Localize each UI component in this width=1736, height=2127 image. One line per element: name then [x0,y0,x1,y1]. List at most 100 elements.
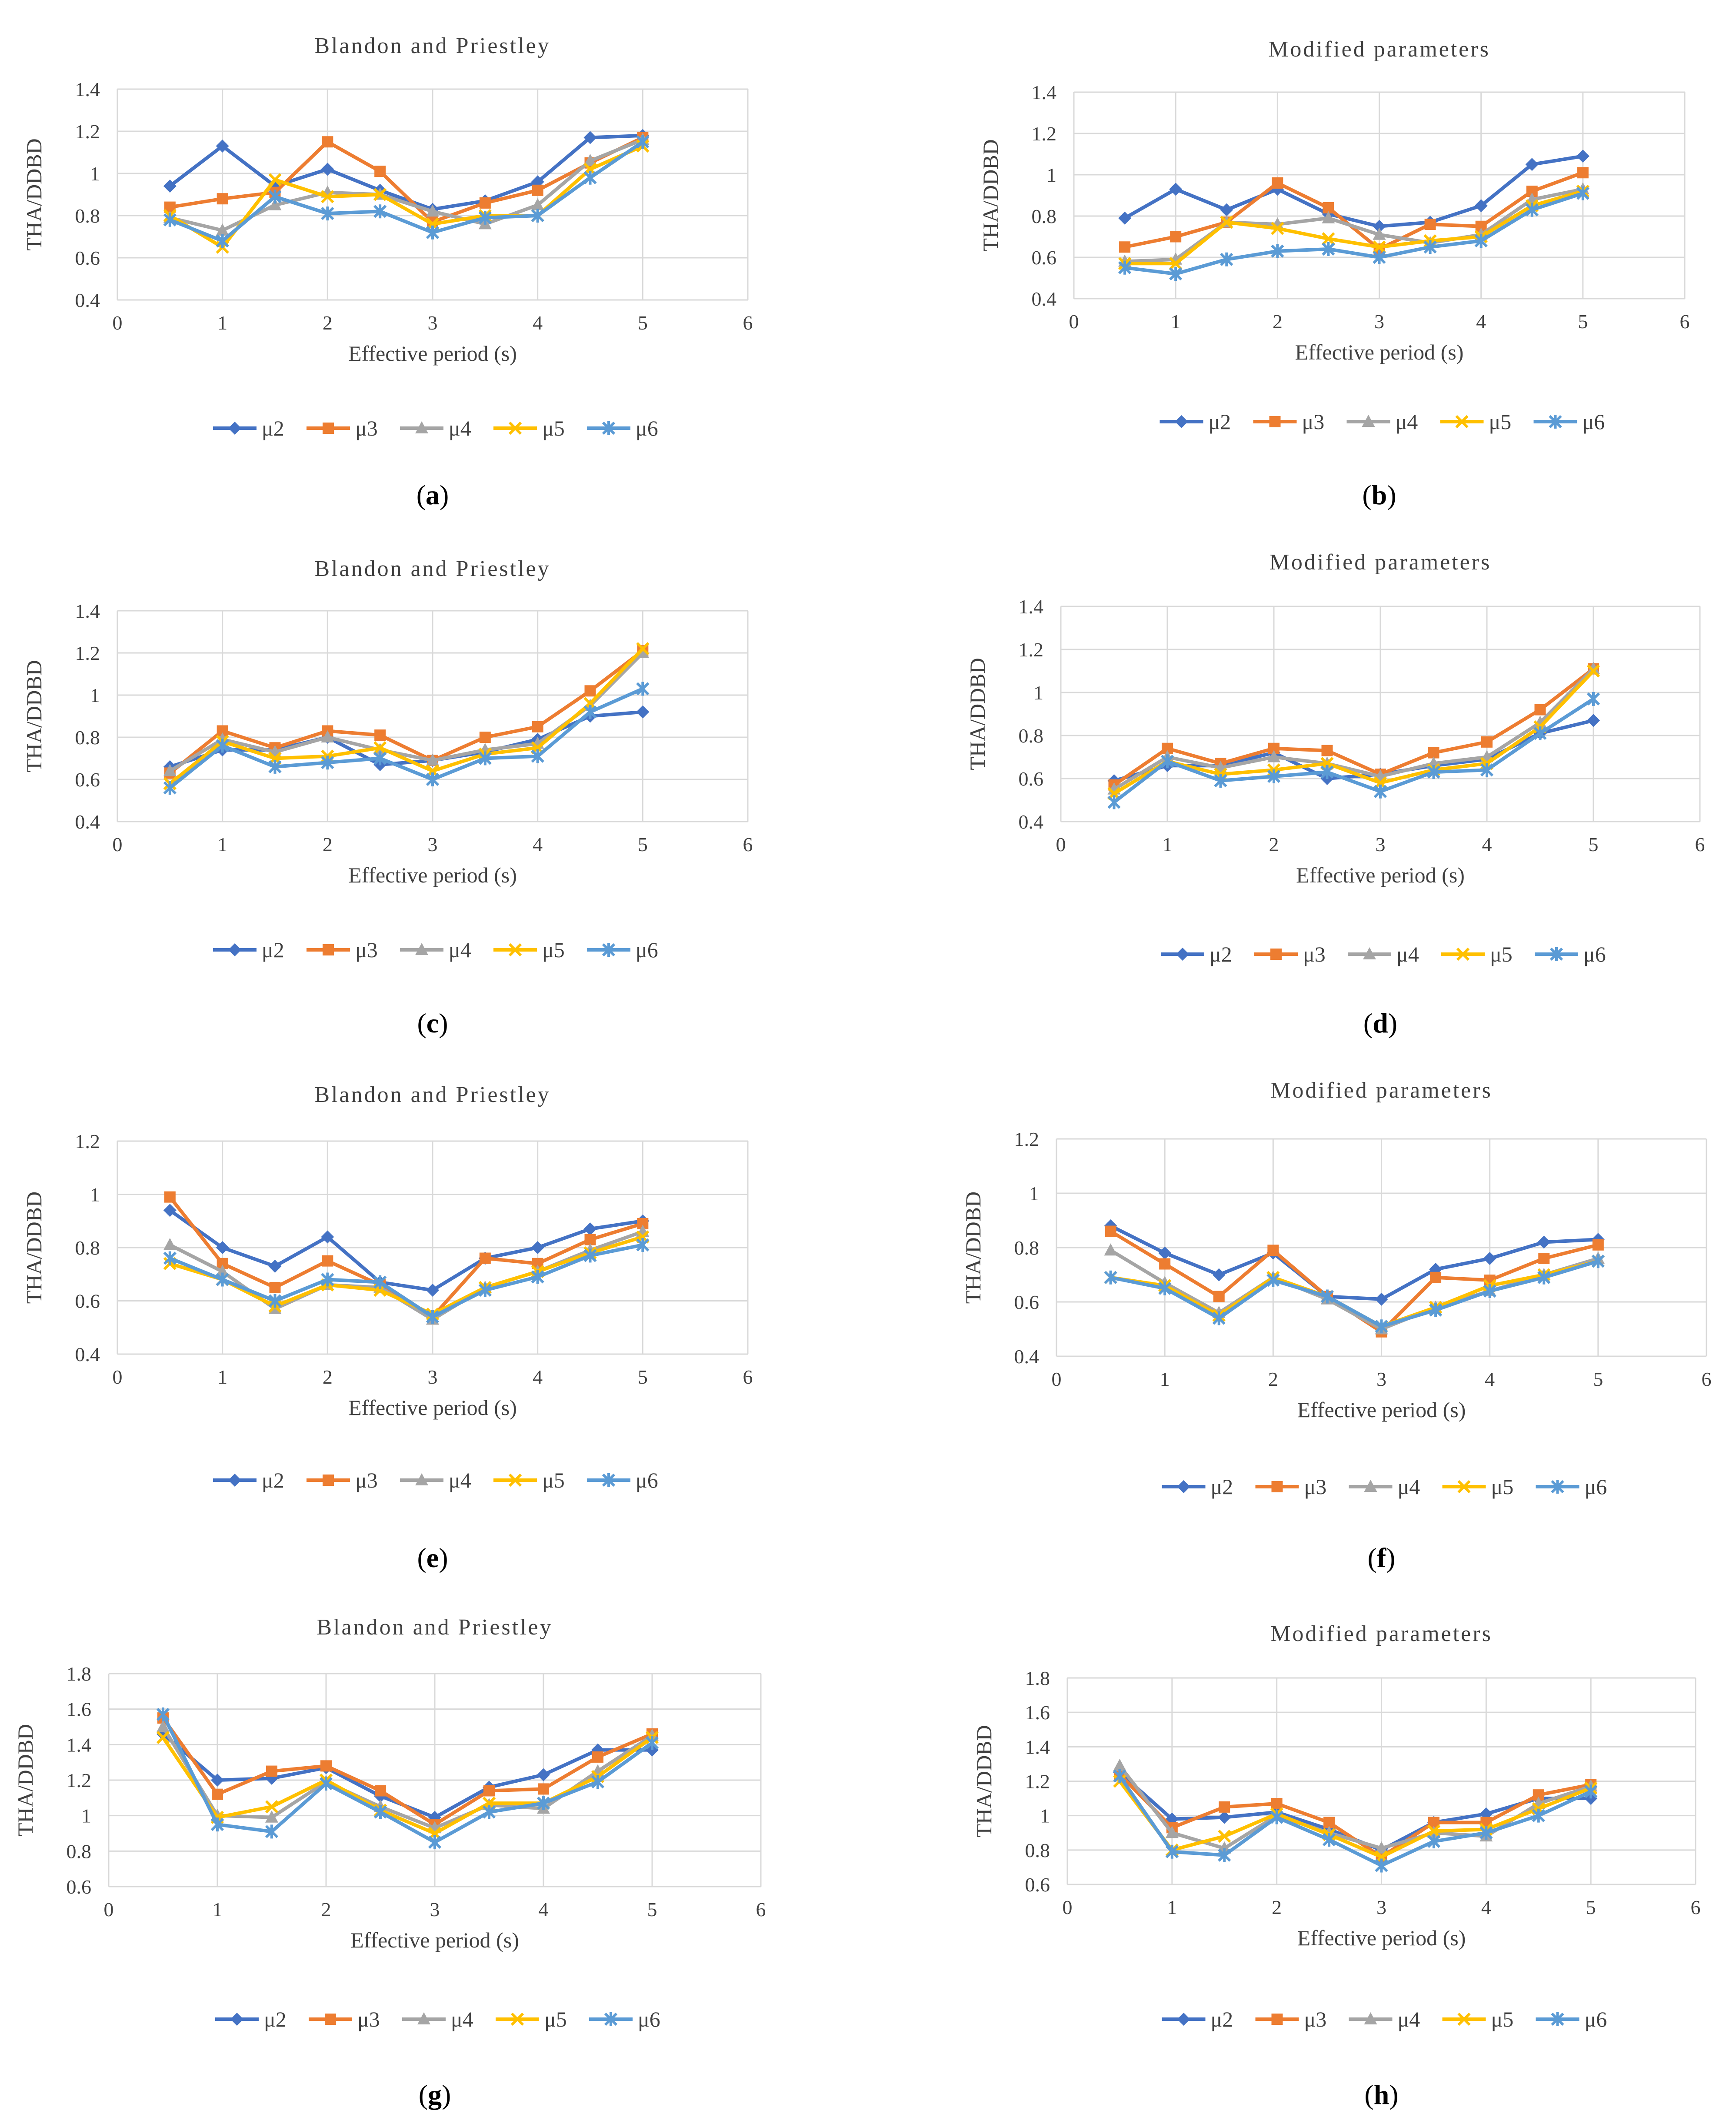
x-tick-label: 1 [1160,1368,1170,1390]
x-axis-label: Effective period (s) [350,1928,519,1952]
data-point [322,136,333,147]
chart-title: Blandon and Priestley [314,33,550,58]
panel-label: (e) [417,1542,448,1573]
panel-label-letter: b [1372,479,1387,510]
data-point [429,1835,440,1849]
x-tick-label: 3 [1374,310,1384,333]
x-tick-label: 6 [743,833,753,855]
y-tick-label: 0.4 [1032,288,1057,310]
legend-marker [1270,416,1281,427]
data-point [212,1789,223,1800]
chart-panel-g: Blandon and Priestley0.60.811.21.41.61.8… [13,1615,766,2110]
y-tick-label: 1 [1029,1182,1039,1205]
x-tick-label: 2 [1269,833,1279,855]
y-tick-label: 0.4 [1019,811,1044,833]
series-3 [157,1712,658,1830]
data-point [1213,1268,1226,1282]
data-point [480,197,491,209]
x-tick-label: 1 [1171,310,1181,333]
y-tick-label: 1.2 [1025,1771,1050,1793]
y-tick-label: 0.6 [75,247,100,269]
y-tick-label: 0.8 [1025,1839,1050,1861]
x-tick-label: 5 [647,1898,657,1921]
y-tick-label: 1.4 [1032,81,1057,103]
data-point [1535,704,1546,716]
legend-label: μ2 [1211,1475,1233,1499]
data-point [1322,745,1333,756]
series-line [170,142,643,241]
y-axis-label: THA/DDBD [961,1192,985,1304]
x-tick-label: 4 [1476,310,1486,333]
data-point [374,729,386,741]
x-tick-label: 3 [1376,1896,1386,1918]
panel-label-letter: c [427,1008,439,1039]
legend-label: μ3 [1304,2007,1327,2031]
legend-label: μ5 [542,1468,565,1492]
legend: μ2 μ3 μ4 μ5 μ6 [1162,1475,1607,1499]
x-tick-label: 6 [743,1366,753,1388]
chart-title: Modified parameters [1270,550,1492,575]
y-tick-label: 1 [90,163,100,185]
x-tick-label: 0 [104,1898,114,1921]
x-tick-label: 3 [430,1898,440,1921]
data-point [480,1253,491,1264]
data-point [584,1222,597,1235]
data-point [1271,1798,1283,1809]
y-tick-label: 1.2 [1019,639,1044,661]
y-tick-label: 0.6 [1014,1291,1040,1313]
legend-marker [1272,2014,1283,2025]
panel-label-close: ) [439,1008,448,1039]
x-tick-label: 0 [1069,310,1079,333]
chart-panel-d: Modified parameters0.40.60.811.21.40 1 2 3 4… [965,550,1705,1039]
x-axis-label: Effective period (s) [1295,340,1464,364]
x-tick-label: 5 [638,1366,648,1388]
x-axis-label: Effective period (s) [1297,1398,1466,1422]
x-tick-label: 4 [533,1366,543,1388]
chart-panel-a: Blandon and Priestley0.40.60.811.21.40 1 2… [22,33,753,510]
panel-label: (f) [1368,1542,1396,1573]
data-point [1104,1243,1117,1255]
chart-panel-b: Modified parameters0.40.60.811.21.40 1 2 3 4… [978,37,1690,510]
data-point [480,732,491,743]
x-tick-label: 2 [321,1898,331,1921]
series-line [163,1734,652,1817]
data-point [1267,1245,1279,1256]
legend-label: μ6 [636,1468,658,1492]
x-tick-label: 0 [1063,1896,1073,1918]
panel-label-letter: a [426,479,440,510]
data-point [1219,1801,1230,1813]
legend-label: μ4 [1398,2007,1420,2031]
x-tick-label: 1 [1163,833,1173,855]
series-2 [1118,150,1589,233]
data-point [1588,692,1599,706]
data-point [636,706,649,719]
legend-label: μ6 [636,416,658,440]
data-point [1593,1239,1604,1251]
series-4 [1113,1759,1597,1854]
x-tick-label: 5 [1586,1896,1596,1918]
x-tick-label: 0 [113,1366,123,1388]
x-tick-label: 3 [428,1366,438,1388]
y-tick-label: 1 [1046,164,1056,186]
y-tick-label: 0.6 [67,1876,92,1898]
x-tick-label: 5 [1578,310,1588,333]
legend-label: μ5 [542,938,565,962]
data-point [1483,1252,1496,1265]
y-axis-label: THA/DDBD [22,1192,46,1304]
legend-label: μ6 [1583,942,1606,966]
data-point [375,1785,386,1797]
legend-label: μ2 [262,1468,284,1492]
data-point [532,185,543,196]
x-tick-label: 1 [217,833,227,855]
legend-marker [323,1475,334,1486]
series-line [1114,699,1594,802]
x-tick-label: 4 [539,1898,549,1921]
y-tick-label: 0.4 [75,289,100,311]
x-tick-label: 5 [1593,1368,1603,1390]
panel-label: (g) [419,2079,451,2110]
legend-label: μ4 [449,938,471,962]
x-tick-label: 3 [1376,833,1386,855]
y-tick-label: 1 [81,1805,91,1827]
legend-label: μ4 [1398,1475,1420,1499]
data-point [1537,1236,1550,1249]
